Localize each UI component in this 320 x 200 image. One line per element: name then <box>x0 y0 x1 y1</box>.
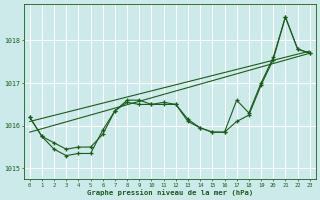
X-axis label: Graphe pression niveau de la mer (hPa): Graphe pression niveau de la mer (hPa) <box>87 189 253 196</box>
